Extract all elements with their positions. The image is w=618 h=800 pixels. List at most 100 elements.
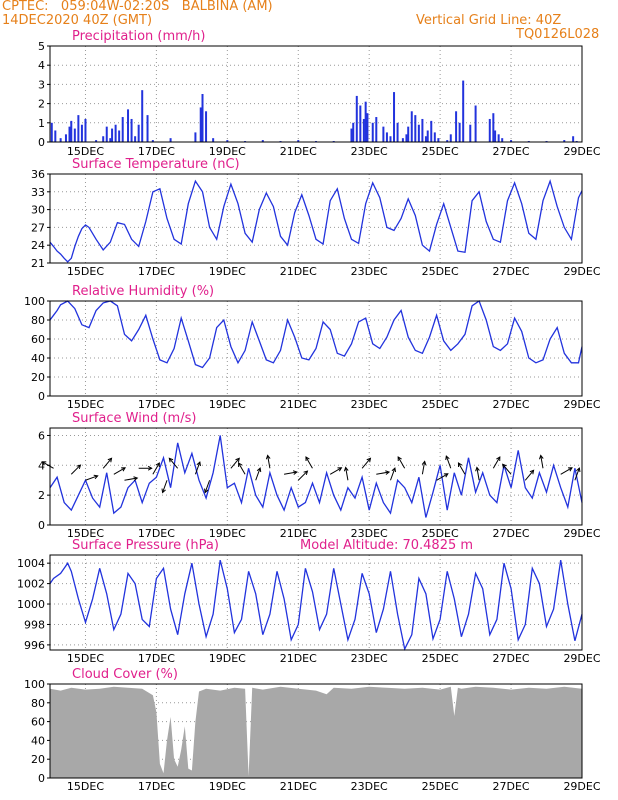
precip-bar — [141, 90, 144, 142]
wind-arrow-shaft — [436, 473, 449, 481]
series-line-humidity — [49, 299, 583, 369]
panel-frame — [49, 300, 583, 397]
x-tick-label: 29DEC — [563, 780, 600, 793]
precip-bar — [80, 124, 83, 142]
precip-bar — [73, 128, 76, 142]
precip-bar — [114, 124, 117, 142]
wind-arrow-shaft — [168, 457, 179, 469]
x-tick-label: 17DEC — [138, 398, 175, 411]
precip-bar — [151, 140, 154, 142]
x-tick-label: 19DEC — [209, 780, 246, 793]
panel-cloud: Cloud Cover (%) 0 20 40 60 80 100 15DEC 17DEC 19D… — [24, 667, 601, 793]
wind-arrow-head — [204, 488, 209, 494]
x-tick-label: 29DEC — [563, 652, 600, 665]
precip-bar — [127, 109, 130, 142]
y-tick-label: 2 — [38, 98, 45, 111]
precip-bar — [396, 122, 399, 142]
precip-bar — [488, 118, 491, 142]
precip-bar — [371, 122, 374, 142]
x-tick-label: 27DEC — [493, 265, 530, 278]
x-tick-label: 29DEC — [563, 398, 600, 411]
precip-bar — [501, 138, 504, 142]
wind-arrow — [475, 466, 480, 481]
wind-arrow — [524, 469, 535, 481]
panel-subtitle: Model Altitude: 70.4825 m — [300, 538, 473, 553]
y-tick-label: 24 — [31, 239, 45, 252]
y-tick-label: 0 — [38, 390, 45, 403]
wind-arrow — [492, 456, 501, 469]
x-tick-label: 17DEC — [138, 265, 175, 278]
wind-arrow-head — [121, 467, 127, 472]
wind-arrow — [574, 467, 581, 481]
x-tick-label: 27DEC — [493, 527, 530, 540]
x-tick-label: 25DEC — [422, 780, 459, 793]
y-tick-label: 100 — [24, 295, 45, 308]
wind-arrow — [85, 474, 99, 481]
wind-arrow-head — [457, 462, 463, 468]
precip-bar — [95, 140, 98, 142]
precip-bar — [437, 138, 440, 142]
wind-arrow — [230, 457, 240, 469]
wind-arrow — [297, 470, 309, 481]
wind-arrow-shaft — [297, 470, 308, 481]
precip-bar — [462, 80, 465, 142]
wind-arrow-head — [366, 457, 372, 463]
wind-arrow-head — [155, 462, 160, 468]
wind-arrow-head — [385, 470, 391, 475]
wind-arrow-head — [391, 467, 397, 473]
wind-arrow-head — [107, 457, 113, 463]
x-tick-label: 25DEC — [422, 398, 459, 411]
x-tick-label: 27DEC — [493, 652, 530, 665]
y-tick-label: 20 — [31, 371, 45, 384]
y-tick-label: 0 — [38, 136, 45, 149]
wind-arrow-shaft — [329, 467, 342, 475]
precip-bar — [407, 126, 410, 142]
precip-bar — [393, 92, 396, 142]
header-title: CPTEC: 059:04W-02:20S BALBINA (AM) — [2, 0, 273, 14]
wind-arrow-head — [337, 467, 343, 472]
wind-arrow-head — [76, 464, 82, 470]
precip-bar — [362, 118, 365, 142]
x-tick-label: 19DEC — [209, 527, 246, 540]
x-tick-label: 29DEC — [563, 527, 600, 540]
wind-arrow-shaft — [397, 456, 406, 469]
panel-pressure: Surface Pressure (hPa) Model Altitude: 70… — [17, 538, 601, 665]
panel-title: Surface Pressure (hPa) — [72, 538, 219, 553]
precip-bar — [134, 136, 137, 142]
x-tick-label: 15DEC — [67, 527, 104, 540]
wind-arrow-shaft — [476, 467, 480, 481]
precip-bar — [455, 111, 458, 142]
wind-arrow-head — [93, 474, 99, 480]
precip-bar — [212, 138, 215, 142]
wind-arrow-shaft — [560, 467, 573, 475]
y-tick-label: 1 — [38, 117, 45, 130]
wind-arrow-head — [538, 454, 544, 460]
precip-bar — [130, 118, 133, 142]
precip-bar — [572, 136, 575, 142]
wind-arrow-shaft — [113, 467, 126, 475]
wind-arrow — [502, 463, 512, 475]
wind-arrow — [70, 464, 82, 475]
wind-arrow-head — [256, 467, 262, 473]
series-line-temperature — [49, 178, 583, 263]
wind-arrow — [421, 460, 427, 475]
wind-arrow — [161, 480, 168, 494]
wind-arrow-head — [502, 463, 507, 469]
y-tick-label: 100 — [24, 678, 45, 691]
panel-precipitation: Precipitation (mm/h) 0 1 2 3 4 5 — [38, 29, 583, 149]
wind-arrow — [397, 456, 406, 469]
wind-arrow-shaft — [238, 462, 246, 475]
wind-arrow-shaft — [267, 455, 271, 469]
precip-bar — [137, 124, 140, 142]
y-tick-label: 20 — [31, 753, 45, 766]
panel-frame — [49, 554, 583, 651]
series-line-wind — [49, 435, 583, 518]
x-tick-label: 17DEC — [138, 145, 175, 158]
wind-arrow — [138, 465, 153, 471]
header-date: 14DEC2020 40Z (GMT) — [2, 13, 153, 28]
wind-arrow-head — [147, 465, 153, 471]
wind-arrow-head — [397, 456, 402, 462]
wind-arrow — [376, 470, 391, 475]
y-tick-label: 996 — [24, 639, 45, 652]
x-tick-label: 21DEC — [280, 398, 317, 411]
